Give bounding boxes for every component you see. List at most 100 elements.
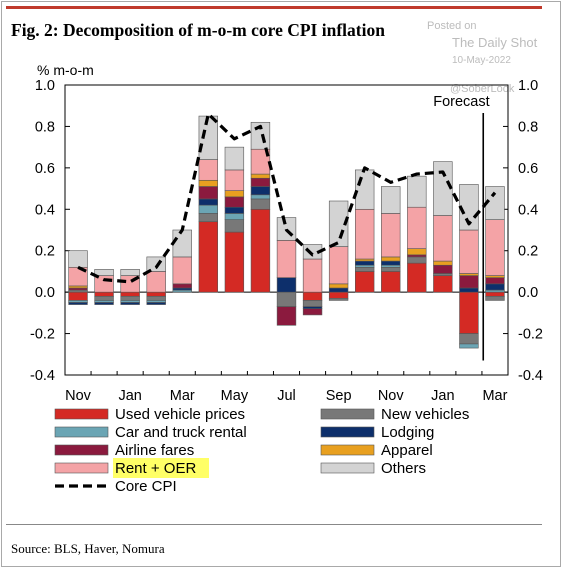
bar-segment [198, 179, 219, 187]
legend-label: Core CPI [115, 478, 177, 495]
bar-segment [485, 186, 505, 220]
y-tick-label-right: 1.0 [518, 78, 538, 94]
bar-segment [407, 262, 427, 293]
bar-segment [146, 271, 166, 293]
y-tick-label-left: -0.2 [30, 327, 55, 343]
bar-segment [68, 250, 88, 268]
bar-segment [354, 260, 375, 266]
bar-segment [381, 271, 401, 293]
bar-segment [68, 302, 88, 305]
bar-segment [459, 229, 479, 274]
bar-segment [354, 264, 375, 268]
bar-segment [94, 302, 114, 305]
bar-segment [433, 215, 453, 262]
y-tick-label-right: 0.2 [518, 244, 538, 260]
bar-segment [485, 219, 505, 276]
bar-segment [302, 306, 323, 310]
source-note: Source: BLS, Haver, Nomura [11, 541, 165, 556]
bar-segment [276, 277, 297, 293]
bar-segment [433, 264, 453, 274]
bar-segment [120, 269, 140, 276]
bar-segment [459, 333, 479, 345]
legend-swatch [54, 444, 109, 456]
bar-segment [381, 213, 401, 258]
bar-segment [459, 275, 479, 289]
bar-segment [172, 289, 192, 293]
y-tick-label-right: -0.2 [518, 327, 543, 343]
legend-label: Car and truck rental [115, 424, 247, 441]
bar-segment [172, 229, 192, 258]
x-tick-label: Mar [482, 388, 507, 404]
bar-segment [120, 302, 140, 305]
x-tick-label: Mar [170, 388, 195, 404]
bar-segment [328, 246, 349, 285]
plot-area [64, 84, 509, 376]
watermark-handle: @SoberLook [450, 83, 515, 95]
watermark-posted: Posted on [427, 20, 477, 32]
x-tick-label: Jan [431, 388, 454, 404]
bar-segment [485, 277, 505, 285]
y-tick-label-left: 0.8 [35, 119, 55, 135]
bar-segment [433, 161, 453, 216]
bar-segment [198, 186, 219, 200]
legend-swatch [320, 408, 375, 420]
bar-segment [433, 260, 453, 266]
bar-segment [68, 287, 88, 291]
bar-segment [459, 343, 479, 349]
bar-segment [198, 213, 219, 223]
bar-segment [68, 285, 88, 289]
watermark-outlet: The Daily Shot [452, 35, 538, 50]
y-tick-label-left: 0.0 [35, 285, 55, 301]
y-tick-label-right: 0.8 [518, 119, 538, 135]
bar-segment [485, 295, 505, 301]
bar-segment [250, 198, 271, 210]
bar-segment [146, 300, 166, 303]
bar-segment [381, 264, 401, 268]
bar-segment [250, 186, 271, 196]
bar-segment [120, 295, 140, 301]
bar-segment [302, 258, 323, 293]
legend-label: Airline fares [115, 442, 194, 459]
bar-segment [94, 291, 114, 297]
bar-segment [224, 169, 245, 191]
bar-segment [354, 169, 375, 210]
bar-segment [250, 194, 271, 200]
bar-segment [146, 291, 166, 297]
bar-segment [224, 206, 245, 214]
bar-segment [328, 283, 349, 289]
bar-segment [485, 289, 505, 293]
legend-swatch [54, 408, 109, 420]
bar-segment [381, 256, 401, 262]
bar-segment [407, 206, 427, 249]
y-tick-label-left: 1.0 [35, 78, 55, 94]
bar-segment [407, 256, 427, 264]
bar-segment [68, 300, 88, 303]
bar-segment [94, 295, 114, 301]
title-rule [6, 6, 542, 9]
bar-segment [328, 298, 349, 301]
bar-segment [172, 287, 192, 291]
legend-swatch [320, 444, 375, 456]
bar-segment [302, 300, 323, 307]
bar-segment [224, 146, 245, 171]
bar-segment [68, 291, 88, 301]
legend-label: New vehicles [381, 406, 469, 423]
x-tick-label: May [221, 388, 249, 404]
bar-segment [302, 308, 323, 316]
bar-segment [198, 198, 219, 206]
bar-segment [276, 291, 297, 307]
x-tick-label: Jul [277, 388, 296, 404]
bar-segment [224, 213, 245, 220]
legend-label: Used vehicle prices [115, 406, 245, 423]
y-tick-label-left: 0.4 [35, 202, 55, 218]
core-cpi-line [77, 112, 497, 284]
legend-label: Apparel [381, 442, 433, 459]
bar-segment [328, 287, 349, 293]
y-tick-label-right: 0.0 [518, 285, 538, 301]
bar-segment [407, 248, 427, 256]
bar-segment [459, 291, 479, 334]
watermark-date: 10-May-2022 [452, 55, 511, 66]
x-tick-label: Nov [65, 388, 92, 404]
bar-segment [146, 295, 166, 301]
